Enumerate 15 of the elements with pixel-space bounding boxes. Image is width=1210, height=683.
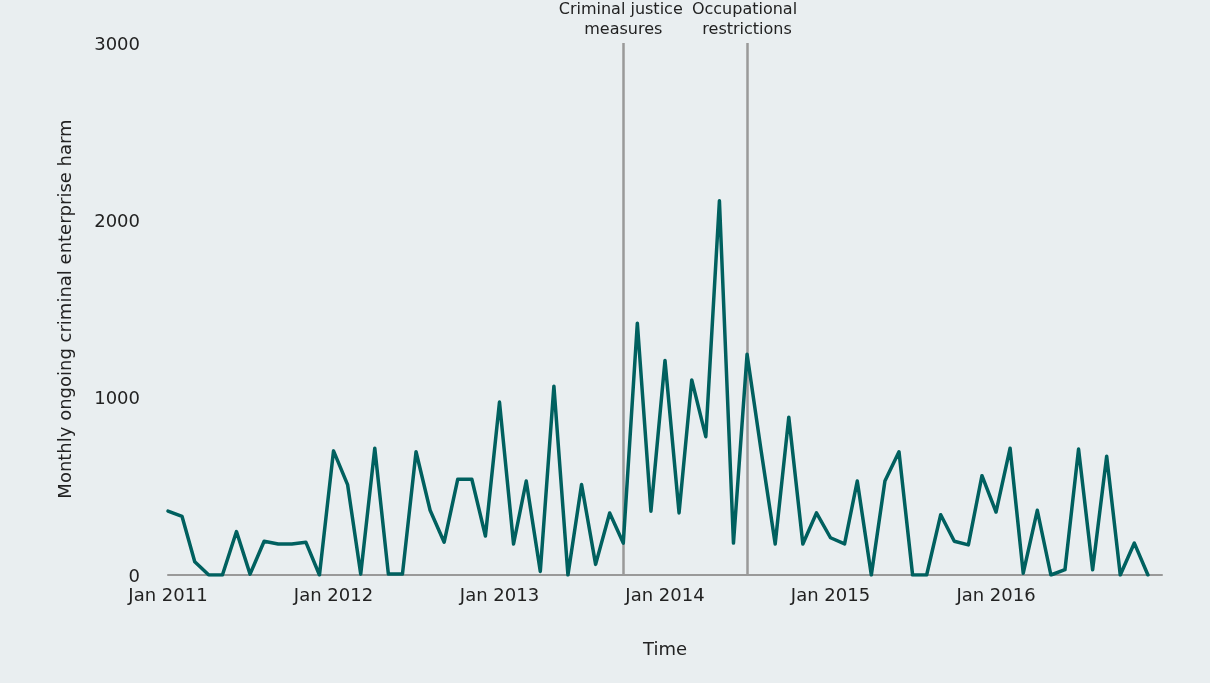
y-axis-title: Monthly ongoing criminal enterprise harm [53,119,75,499]
x-tick-label: Jan 2015 [789,583,871,605]
x-tick-label: Jan 2014 [624,583,705,605]
x-axis-title: Time [641,637,688,659]
ref-line-label: Occupational restrictions [691,0,803,38]
y-tick-label: 2000 [94,209,140,231]
ref-line-label: Criminal justice measures [558,0,688,38]
x-tick-label: Jan 2013 [458,583,540,605]
x-tick-label: Jan 2016 [955,583,1036,605]
line-series [166,199,1150,577]
y-tick-label: 0 [128,564,140,586]
x-tick-label: Jan 2011 [127,583,208,605]
x-tick-label: Jan 2012 [292,583,374,605]
y-tick-label: 1000 [94,387,140,409]
y-tick-label: 3000 [94,32,140,54]
